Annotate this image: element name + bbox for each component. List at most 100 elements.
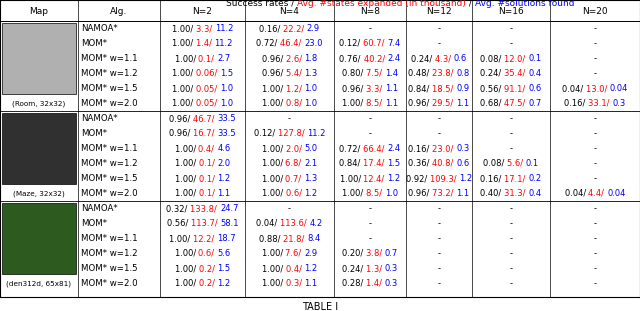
Text: 1.00/: 1.00/ (170, 234, 193, 243)
Text: 8.5/: 8.5/ (366, 189, 385, 198)
Text: 0.36/: 0.36/ (408, 159, 433, 168)
Text: -: - (438, 24, 440, 33)
Text: 1.5: 1.5 (217, 264, 230, 273)
Text: MOM*: MOM* (81, 219, 107, 228)
Text: -: - (593, 174, 596, 183)
Text: 1.00/: 1.00/ (262, 249, 285, 258)
Text: 18.7: 18.7 (217, 234, 236, 243)
Text: 2.0/: 2.0/ (285, 144, 304, 153)
Text: 2.4: 2.4 (387, 54, 401, 63)
Text: 0.3: 0.3 (612, 99, 626, 108)
Text: 46.4/: 46.4/ (280, 39, 304, 48)
Text: -: - (593, 144, 596, 153)
Text: N=2: N=2 (193, 7, 212, 16)
Text: 1.1: 1.1 (456, 99, 470, 108)
Text: NAMOA*: NAMOA* (81, 24, 118, 33)
Text: 4.3/: 4.3/ (435, 54, 454, 63)
Text: /: / (466, 0, 475, 8)
Text: 1.3: 1.3 (304, 174, 317, 183)
Text: 12.0/: 12.0/ (504, 54, 529, 63)
Text: 0.04/: 0.04/ (562, 84, 586, 93)
Text: 0.68/: 0.68/ (480, 99, 504, 108)
Text: 2.0: 2.0 (217, 159, 230, 168)
Text: 0.1/: 0.1/ (198, 159, 217, 168)
Text: 0.12/: 0.12/ (339, 39, 364, 48)
Text: -: - (438, 234, 440, 243)
Text: -: - (438, 114, 440, 123)
Text: 0.04/: 0.04/ (256, 219, 280, 228)
Text: 0.08/: 0.08/ (481, 54, 504, 63)
Text: MOM* w=1.1: MOM* w=1.1 (81, 144, 138, 153)
Text: 1.0: 1.0 (304, 99, 317, 108)
Text: 0.16/: 0.16/ (408, 144, 433, 153)
Text: 1.2: 1.2 (459, 174, 472, 183)
Text: 1.1: 1.1 (385, 84, 398, 93)
Text: 0.3/: 0.3/ (285, 279, 304, 288)
Text: N=12: N=12 (426, 7, 452, 16)
Text: 109.3/: 109.3/ (429, 174, 459, 183)
Text: 1.2: 1.2 (217, 279, 230, 288)
Text: 0.2: 0.2 (529, 174, 541, 183)
Text: -: - (438, 129, 440, 138)
Text: 0.20/: 0.20/ (342, 249, 366, 258)
Text: 0.28/: 0.28/ (342, 279, 366, 288)
Text: 1.0: 1.0 (304, 84, 317, 93)
Text: 0.24/: 0.24/ (481, 69, 504, 78)
Text: 1.4/: 1.4/ (366, 279, 385, 288)
Text: 18.5/: 18.5/ (433, 84, 456, 93)
Text: 0.6: 0.6 (456, 159, 470, 168)
Text: 0.04: 0.04 (607, 189, 625, 198)
Text: 0.4/: 0.4/ (198, 144, 217, 153)
Text: 0.96/: 0.96/ (262, 54, 285, 63)
Text: -: - (593, 204, 596, 213)
Text: MOM* w=1.2: MOM* w=1.2 (81, 69, 138, 78)
Text: 1.00/: 1.00/ (172, 99, 196, 108)
Text: MOM*: MOM* (81, 129, 107, 138)
Text: 1.00/: 1.00/ (262, 174, 285, 183)
Text: 0.96/: 0.96/ (408, 189, 433, 198)
Text: 0.96/: 0.96/ (408, 99, 433, 108)
Text: 1.00/: 1.00/ (262, 84, 285, 93)
Text: -: - (509, 279, 513, 288)
Text: -: - (593, 249, 596, 258)
Text: -: - (509, 234, 513, 243)
Text: -: - (593, 219, 596, 228)
Text: -: - (509, 219, 513, 228)
Text: 3.3/: 3.3/ (196, 24, 214, 33)
Text: 0.16/: 0.16/ (259, 24, 283, 33)
Text: 4.2: 4.2 (310, 219, 323, 228)
Text: -: - (438, 279, 440, 288)
Text: 12.2/: 12.2/ (193, 234, 217, 243)
Text: 0.16/: 0.16/ (564, 99, 588, 108)
Text: 12.4/: 12.4/ (364, 174, 387, 183)
Text: -: - (509, 114, 513, 123)
Text: 0.84/: 0.84/ (408, 84, 433, 93)
Text: 5.4/: 5.4/ (285, 69, 304, 78)
Text: 0.1: 0.1 (529, 54, 541, 63)
Text: -: - (593, 114, 596, 123)
Text: 1.4/: 1.4/ (196, 39, 214, 48)
Text: (Room, 32x32): (Room, 32x32) (12, 100, 66, 107)
Text: 33.5: 33.5 (217, 129, 236, 138)
Text: 1.2/: 1.2/ (285, 84, 304, 93)
Text: 23.0: 23.0 (304, 39, 323, 48)
Text: 0.6: 0.6 (528, 84, 541, 93)
Text: 0.76/: 0.76/ (339, 54, 364, 63)
Text: 1.4: 1.4 (385, 69, 398, 78)
Text: -: - (593, 39, 596, 48)
Text: MOM* w=1.5: MOM* w=1.5 (81, 84, 138, 93)
Text: N=16: N=16 (498, 7, 524, 16)
Text: MOM*: MOM* (81, 39, 107, 48)
Text: MOM* w=1.2: MOM* w=1.2 (81, 249, 138, 258)
Text: 23.0/: 23.0/ (433, 144, 456, 153)
Text: 1.3/: 1.3/ (366, 264, 385, 273)
Text: 4.6: 4.6 (217, 144, 230, 153)
Text: -: - (509, 264, 513, 273)
Text: 0.16/: 0.16/ (481, 174, 504, 183)
Text: 1.00/: 1.00/ (175, 54, 198, 63)
Text: -: - (509, 129, 513, 138)
Text: 1.00/: 1.00/ (175, 159, 198, 168)
Text: 5.6: 5.6 (217, 249, 230, 258)
Text: 0.7: 0.7 (529, 99, 541, 108)
Text: 58.1: 58.1 (220, 219, 239, 228)
